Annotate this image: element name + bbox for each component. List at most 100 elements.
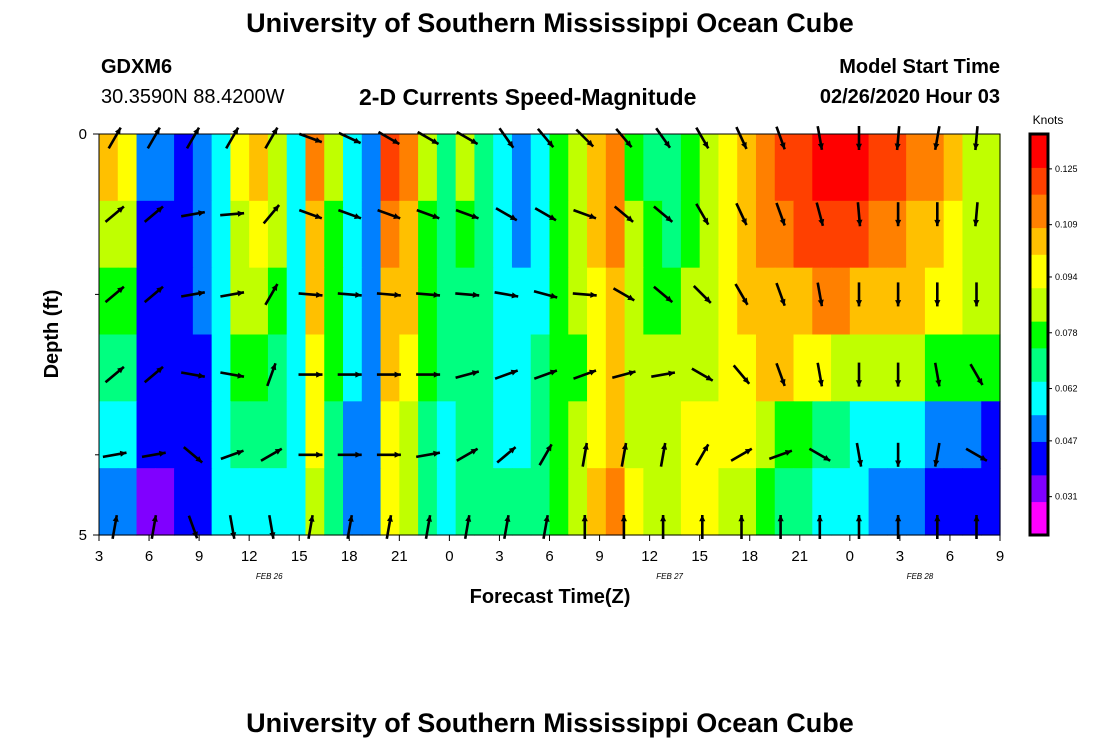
arrow-head	[855, 143, 862, 150]
heatmap-cell	[493, 267, 513, 336]
heatmap-cell	[230, 134, 250, 202]
current-vectors	[102, 125, 988, 540]
heatmap-cell	[117, 200, 138, 269]
heatmap-cell	[343, 468, 363, 536]
arrow-head	[316, 451, 323, 458]
heatmap-cell	[831, 401, 851, 469]
colorbar-swatch	[1030, 494, 1048, 503]
model-start-label: Model Start Time	[839, 56, 1000, 78]
current-arrow	[730, 447, 753, 462]
current-arrow	[973, 202, 979, 227]
heatmap-cell	[680, 134, 701, 202]
current-arrow	[808, 447, 831, 462]
heatmap-cell	[361, 401, 382, 469]
current-arrow	[298, 451, 323, 458]
heatmap-cell	[117, 334, 138, 402]
heatmap-cell	[192, 401, 213, 469]
current-arrow	[775, 362, 786, 387]
arrow-head	[777, 515, 784, 522]
colorbar-tick-label: 0.094	[1055, 272, 1078, 282]
heatmap-cell	[943, 468, 964, 536]
heatmap-cell	[755, 200, 776, 269]
date-label: FEB 28	[907, 572, 934, 581]
arrow-head	[823, 455, 831, 461]
current-arrow	[615, 127, 633, 149]
heatmap-cell	[249, 200, 269, 269]
heatmap-cell	[324, 200, 344, 269]
colorbar-swatch	[1030, 200, 1048, 209]
arrow-head	[741, 218, 747, 226]
current-arrow	[143, 285, 164, 304]
heatmap-cell	[868, 134, 888, 202]
colorbar-swatch	[1030, 347, 1048, 356]
arrow-head	[817, 143, 824, 150]
x-tick-label: 9	[595, 548, 603, 565]
heatmap-cell	[906, 401, 926, 469]
heatmap-cell	[831, 468, 851, 536]
x-tick-label: 0	[445, 548, 453, 565]
arrow-head	[119, 450, 127, 457]
heatmap-cell	[117, 134, 138, 202]
current-arrow	[494, 369, 519, 380]
heatmap-cell	[418, 468, 438, 536]
heatmap-cell	[324, 468, 344, 536]
heatmap-cell	[981, 334, 1001, 402]
x-tick-label: 3	[95, 548, 103, 565]
heatmap-cell	[474, 334, 494, 402]
heatmap-cell	[361, 334, 382, 402]
x-tick-label: 15	[691, 548, 708, 565]
current-arrow	[651, 370, 676, 378]
current-arrow	[262, 204, 281, 225]
x-tick-label: 6	[145, 548, 153, 565]
heatmap-cell	[230, 401, 250, 469]
current-arrow	[376, 371, 401, 378]
heatmap-cell	[587, 200, 607, 269]
arrow-head	[355, 451, 362, 458]
current-arrow	[104, 365, 125, 384]
arrow-head	[432, 213, 440, 219]
current-arrow	[416, 371, 441, 378]
current-arrow	[104, 285, 125, 304]
colorbar-swatch	[1030, 160, 1048, 168]
heatmap-cell	[793, 468, 813, 536]
colorbar-swatch	[1030, 514, 1048, 523]
colorbar-swatch	[1030, 387, 1048, 396]
current-arrow	[141, 450, 166, 459]
heatmap-cell	[568, 468, 588, 536]
current-arrow	[691, 367, 714, 382]
colorbar-swatch	[1030, 314, 1048, 322]
current-arrow	[734, 283, 749, 306]
current-arrow	[180, 290, 206, 298]
heatmap-cell	[587, 334, 607, 402]
arrow-head	[154, 127, 160, 135]
current-arrow	[143, 365, 164, 384]
arrow-head	[545, 444, 552, 452]
heatmap-cell	[680, 200, 701, 269]
arrow-head	[156, 286, 163, 294]
arrow-head	[470, 448, 478, 455]
heatmap-cell	[605, 134, 626, 202]
current-arrow	[534, 207, 557, 222]
heatmap-cell	[455, 334, 476, 402]
current-arrow	[775, 202, 786, 226]
arrow-head	[581, 515, 588, 522]
colorbar-swatch	[1030, 187, 1048, 195]
current-arrow	[612, 287, 635, 302]
arrow-head	[895, 219, 902, 227]
arrow-head	[433, 371, 441, 378]
arrow-head	[354, 213, 361, 219]
heatmap-cell	[868, 200, 888, 269]
heatmap-cell	[305, 134, 325, 202]
heatmap-cell	[511, 334, 532, 402]
heatmap-cell	[643, 334, 663, 402]
colorbar-swatch	[1030, 448, 1048, 456]
current-arrow	[732, 364, 751, 385]
heatmap-cell	[774, 200, 795, 269]
heatmap-cell	[455, 468, 476, 536]
heatmap-cell	[643, 267, 663, 336]
colorbar-tick-label: 0.109	[1055, 220, 1078, 230]
heatmap-cell	[286, 468, 307, 536]
arrow-head	[704, 296, 711, 303]
heatmap-cell	[755, 468, 776, 536]
arrow-head	[270, 363, 277, 371]
